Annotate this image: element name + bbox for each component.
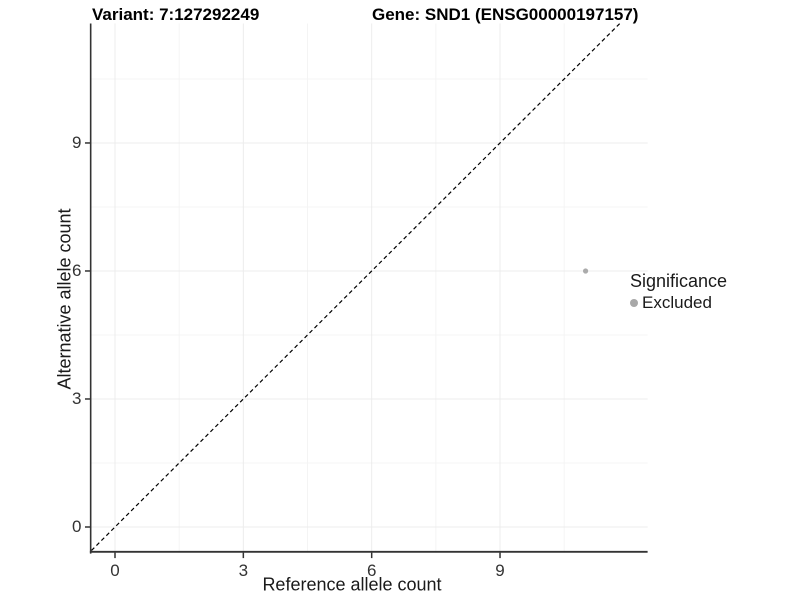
plot-title-gene: Gene: SND1 (ENSG00000197157): [372, 5, 639, 24]
x-tick-label-0: 0: [110, 560, 120, 580]
x-tick-label-3: 3: [238, 560, 249, 580]
x-tick-label-6: 6: [366, 560, 377, 580]
legend: Significance Excluded: [630, 272, 727, 312]
x-axis-title: Reference allele count: [262, 574, 442, 595]
data-point-excluded: [582, 268, 589, 274]
legend-key-dot-icon: [630, 299, 638, 307]
legend-item-excluded: Excluded: [630, 294, 727, 312]
x-tick-label-9: 9: [495, 560, 505, 580]
y-axis-title: Alternative allele count: [54, 208, 75, 390]
y-tick-label-0: 0: [72, 517, 82, 536]
identity-dashed-line: [91, 23, 621, 551]
legend-item-label: Excluded: [642, 293, 712, 312]
y-tick-label-9: 9: [72, 132, 82, 152]
legend-title: Significance: [630, 271, 728, 291]
y-tick-label-6: 6: [72, 260, 82, 280]
y-tick-label-3: 3: [72, 388, 82, 408]
plot-title-variant: Variant: 7:127292249: [92, 5, 260, 24]
